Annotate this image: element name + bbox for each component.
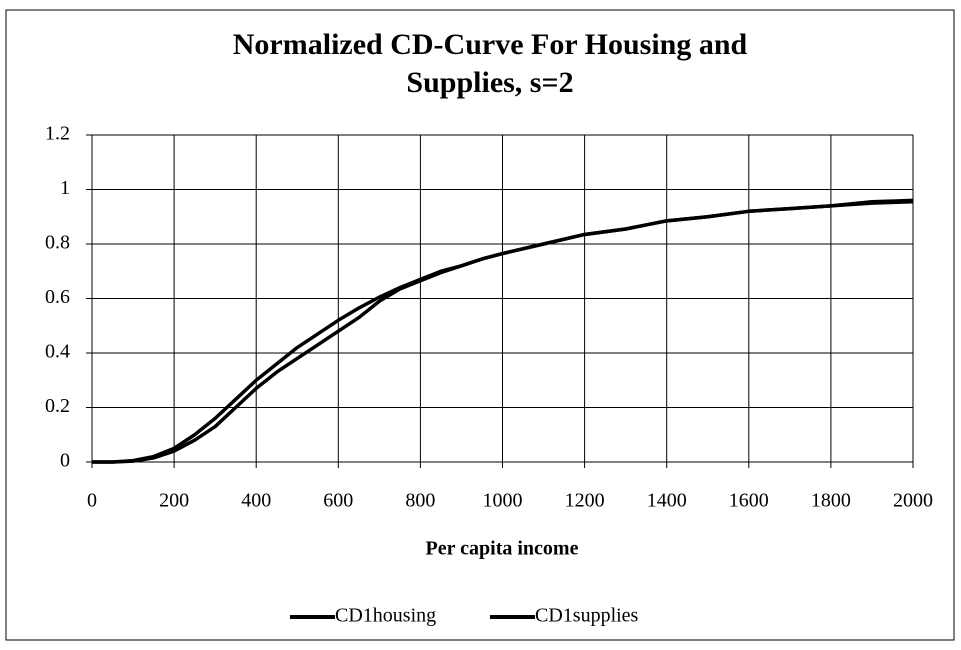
chart-border: [5, 9, 955, 641]
x-tick-label: 1800: [811, 490, 851, 512]
y-tick-label: 0.8: [45, 232, 70, 254]
legend-label: CD1supplies: [535, 605, 639, 627]
x-tick-label: 0: [87, 490, 97, 512]
chart-title: Normalized CD-Curve For Housing and Supp…: [232, 28, 748, 99]
x-tick-label: 1000: [483, 490, 523, 512]
y-tick-label: 0.6: [45, 286, 70, 308]
x-tick-label: 1400: [647, 490, 687, 512]
x-tick-label: 1600: [729, 490, 769, 512]
legend-label: CD1housing: [335, 605, 436, 627]
y-tick-label: 0.4: [45, 341, 70, 363]
x-tick-label: 1200: [565, 490, 605, 512]
y-tick-label: 1: [60, 177, 70, 199]
x-tick-label: 600: [323, 490, 353, 512]
y-tick-label: 0: [60, 450, 70, 472]
x-axis-label: Per capita income: [426, 538, 579, 560]
x-tick-label: 400: [241, 490, 271, 512]
y-tick-label: 0.2: [45, 395, 70, 417]
y-tick-label: 1.2: [45, 123, 70, 145]
x-tick-label: 800: [405, 490, 435, 512]
x-tick-label: 200: [159, 490, 189, 512]
line-series: [92, 198, 914, 464]
x-tick-label: 2000: [893, 490, 933, 512]
